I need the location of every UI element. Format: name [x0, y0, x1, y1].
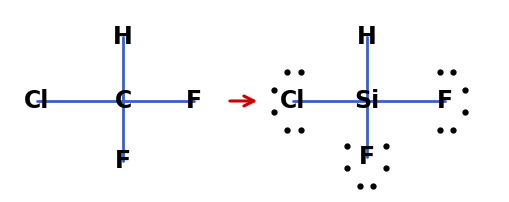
Text: F: F	[115, 149, 131, 173]
Text: Cl: Cl	[280, 89, 305, 113]
Text: H: H	[113, 25, 133, 49]
Text: Cl: Cl	[24, 89, 49, 113]
Text: F: F	[358, 145, 374, 169]
Text: C: C	[115, 89, 131, 113]
Text: F: F	[186, 89, 202, 113]
Text: Si: Si	[353, 89, 379, 113]
Text: F: F	[436, 89, 453, 113]
Text: H: H	[356, 25, 376, 49]
